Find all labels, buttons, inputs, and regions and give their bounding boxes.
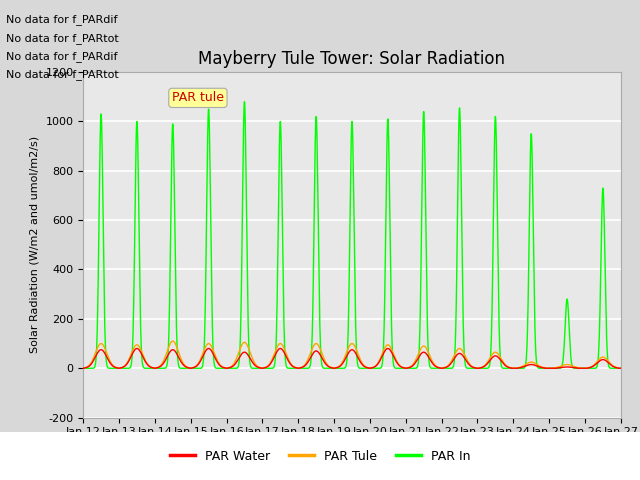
Text: No data for f_PARdif: No data for f_PARdif	[6, 51, 118, 62]
Text: No data for f_PARdif: No data for f_PARdif	[6, 14, 118, 25]
Legend: PAR Water, PAR Tule, PAR In: PAR Water, PAR Tule, PAR In	[165, 444, 475, 468]
Text: PAR tule: PAR tule	[172, 91, 224, 104]
Title: Mayberry Tule Tower: Solar Radiation: Mayberry Tule Tower: Solar Radiation	[198, 49, 506, 68]
Text: No data for f_PARtot: No data for f_PARtot	[6, 69, 119, 80]
Y-axis label: Solar Radiation (W/m2 and umol/m2/s): Solar Radiation (W/m2 and umol/m2/s)	[30, 136, 40, 353]
X-axis label: Time: Time	[339, 440, 365, 450]
Text: No data for f_PARtot: No data for f_PARtot	[6, 33, 119, 44]
